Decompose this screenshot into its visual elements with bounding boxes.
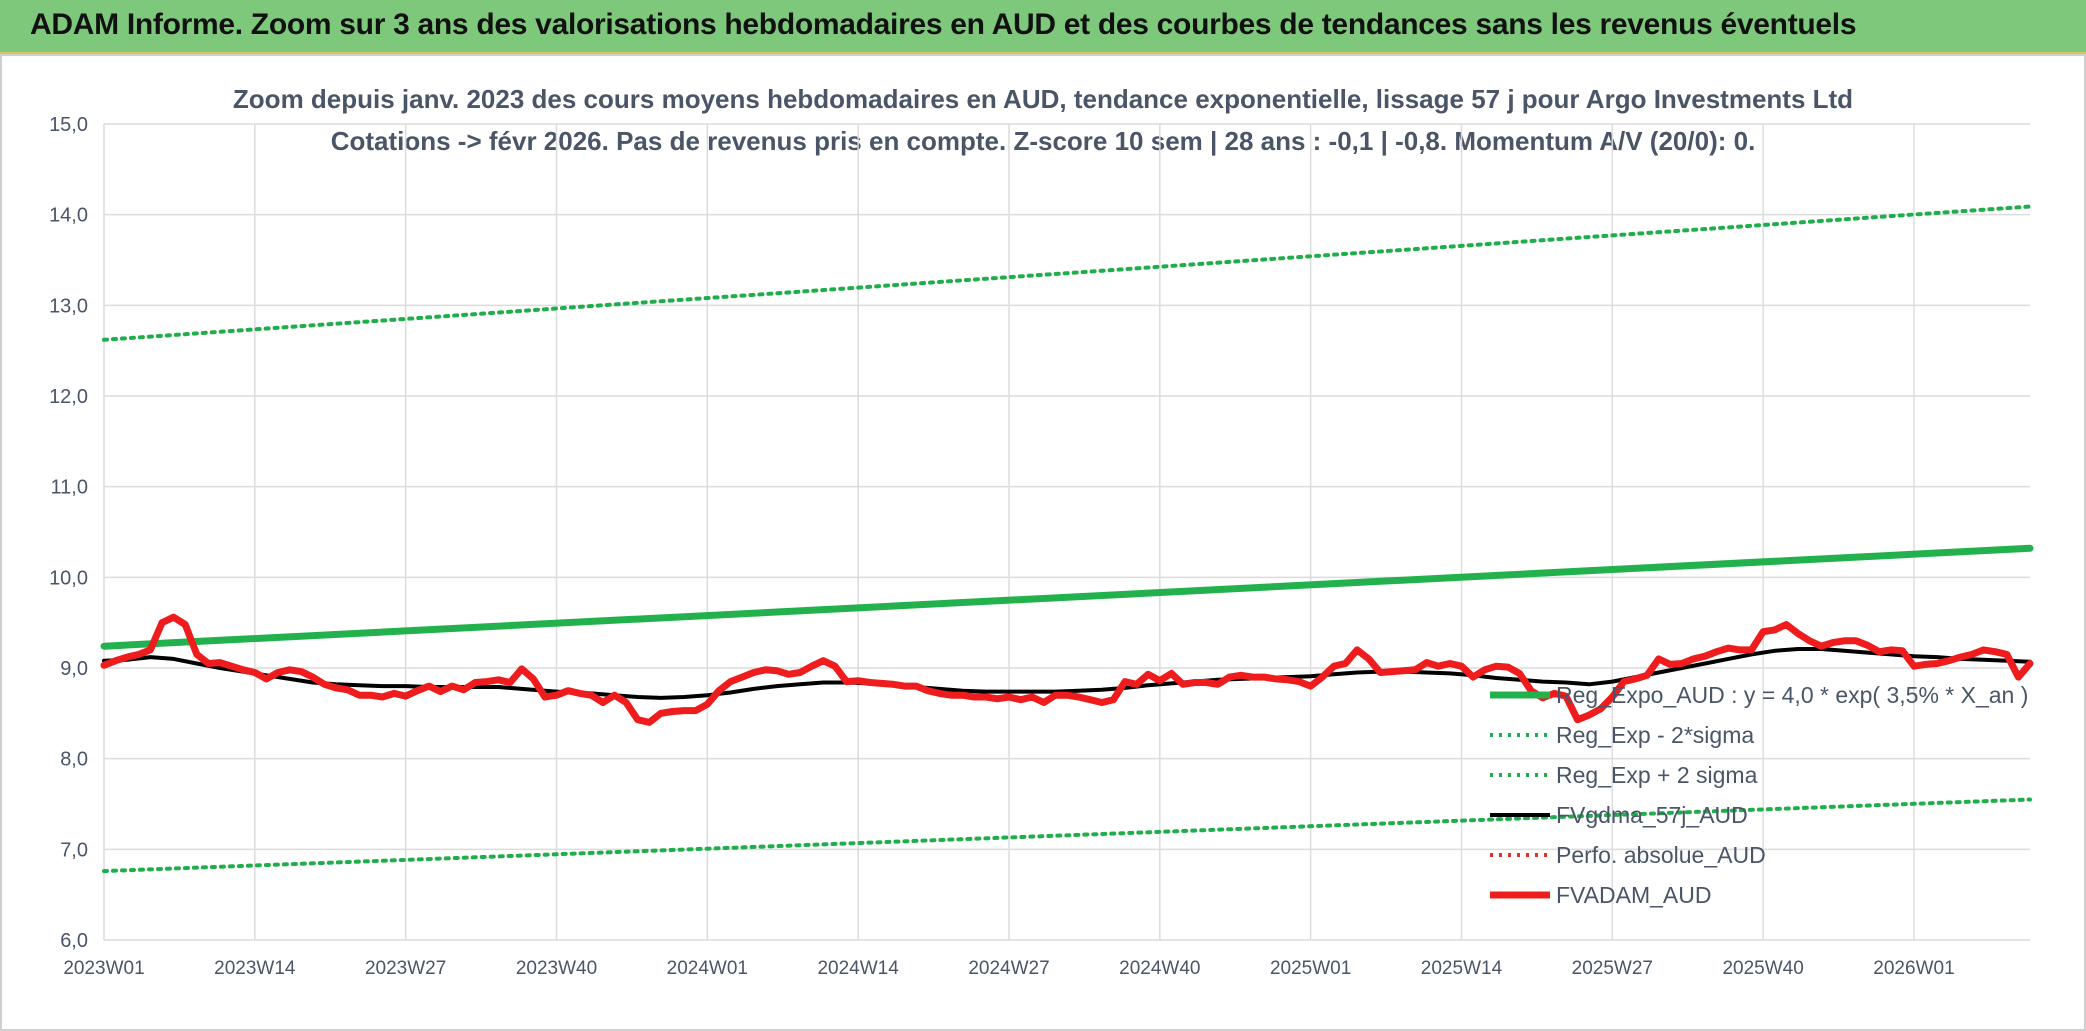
- y-tick-label: 8,0: [60, 749, 88, 771]
- report-banner: ADAM Informe. Zoom sur 3 ans des valoris…: [0, 0, 2086, 54]
- fvadam-line: [100, 613, 2034, 726]
- y-tick-label: 12,0: [49, 386, 88, 408]
- y-tick-label: 15,0: [49, 114, 88, 136]
- x-tick-label: 2023W27: [365, 958, 446, 979]
- x-tick-label: 2024W27: [968, 958, 1049, 979]
- x-tick-label: 2024W01: [667, 958, 748, 979]
- report-title: ADAM Informe. Zoom sur 3 ans des valoris…: [30, 8, 1857, 41]
- y-tick-label: 11,0: [51, 477, 88, 499]
- x-tick-label: 2025W14: [1421, 958, 1503, 979]
- lower-band-line: [102, 797, 2032, 874]
- legend-entry: Reg_Exp + 2 sigma: [1556, 762, 1758, 788]
- y-tick-label: 6,0: [60, 930, 88, 952]
- y-tick-label: 10,0: [49, 567, 88, 589]
- x-tick-label: 2026W01: [1873, 958, 1954, 979]
- legend-entry: FVgdma_57j_AUD: [1556, 802, 1748, 828]
- y-tick-label: 9,0: [60, 658, 88, 680]
- y-tick-label: 7,0: [60, 839, 88, 861]
- legend-entry: FVADAM_AUD: [1556, 882, 1712, 908]
- x-tick-label: 2023W14: [214, 958, 296, 979]
- trend-line: [100, 544, 2034, 650]
- chart-title-line-1: Zoom depuis janv. 2023 des cours moyens …: [232, 84, 1854, 114]
- x-tick-label: 2025W01: [1270, 958, 1351, 979]
- chart-title-line-2: Cotations -> févr 2026. Pas de revenus p…: [330, 126, 1756, 156]
- chart-frame: [0, 54, 2086, 1031]
- x-tick-label: 2024W40: [1119, 958, 1200, 979]
- x-tick-label: 2024W14: [817, 958, 899, 979]
- x-tick-label: 2023W40: [516, 958, 597, 979]
- x-tick-label: 2025W40: [1722, 958, 1803, 979]
- legend-entry: Reg_Exp - 2*sigma: [1556, 722, 1754, 748]
- legend-entry: Perfo. absolue_AUD: [1556, 842, 1766, 868]
- y-tick-label: 14,0: [49, 205, 88, 227]
- x-tick-label: 2023W01: [63, 958, 144, 979]
- upper-band-line: [102, 204, 2032, 342]
- y-tick-label: 13,0: [49, 295, 88, 317]
- legend-entry: Reg_Expo_AUD : y = 4,0 * exp( 3,5% * X_a…: [1556, 682, 2028, 708]
- x-tick-label: 2025W27: [1572, 958, 1653, 979]
